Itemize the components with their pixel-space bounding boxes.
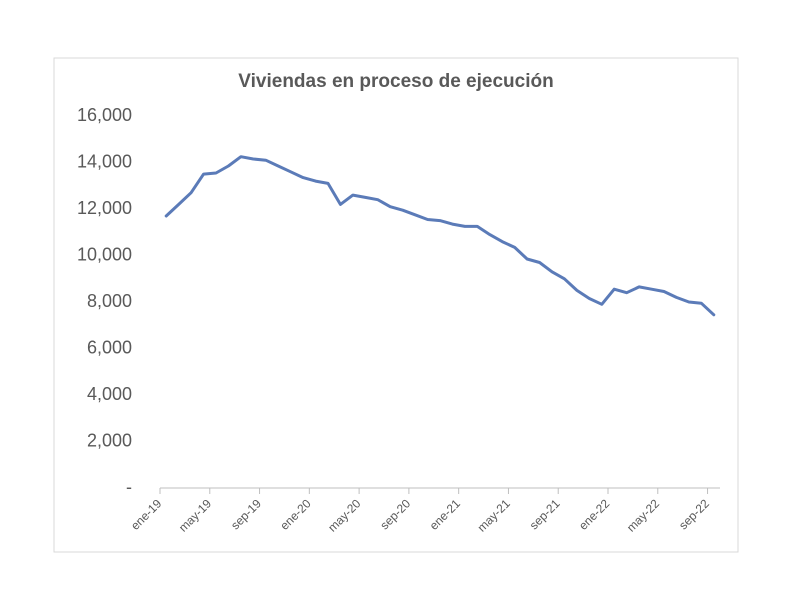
y-tick-label: 4,000 <box>87 384 132 404</box>
chart-border <box>53 57 739 553</box>
y-tick-label: - <box>126 477 132 497</box>
y-tick-label: 8,000 <box>87 291 132 311</box>
y-tick-label: 16,000 <box>77 105 132 125</box>
y-tick-label: 6,000 <box>87 337 132 357</box>
chart-title: Viviendas en proceso de ejecución <box>238 71 553 92</box>
y-tick-label: 10,000 <box>77 244 132 264</box>
y-tick-label: 14,000 <box>77 151 132 171</box>
y-tick-label: 12,000 <box>77 198 132 218</box>
data-line <box>164 155 716 317</box>
y-tick-label: 2,000 <box>87 430 132 450</box>
